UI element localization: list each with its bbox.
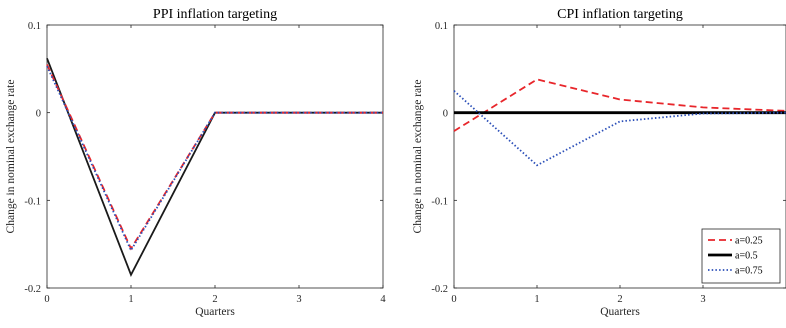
x-tick-label: 2 <box>212 294 217 305</box>
y-axis-label: Change in nominal exchange rate <box>412 80 424 234</box>
legend: a=0.25 a=0.5 a=0.75 <box>701 228 781 284</box>
y-axis-label: Change in nominal exchange rate <box>5 80 17 234</box>
y-tick-label: -0.1 <box>24 196 41 207</box>
y-tick-label: -0.2 <box>24 284 41 295</box>
chart-title: CPI inflation targeting <box>557 7 683 22</box>
x-axis-label: Quarters <box>195 306 235 318</box>
x-tick-label: 3 <box>700 294 705 305</box>
y-tick-label: 0.1 <box>28 21 41 32</box>
y-tick-label: 0 <box>36 109 41 120</box>
chart-panel-1: PPI inflation targeting 0 1 2 3 4 -0.2 -0.1 0 0.1… <box>5 7 386 318</box>
chart-panel-2: CPI inflation targeting 0 1 2 3 -0.2 -0.1 0 0.1 Q… <box>412 7 786 318</box>
y-tick-label: -0.1 <box>431 196 448 207</box>
x-tick-label: 0 <box>44 294 49 305</box>
legend-label: a=0.25 <box>735 236 763 247</box>
x-tick-label: 2 <box>617 294 622 305</box>
plot-frame <box>46 24 384 289</box>
series-line-s1 <box>46 57 383 277</box>
x-axis-label: Quarters <box>600 306 640 318</box>
chart-title: PPI inflation targeting <box>153 7 277 22</box>
y-tick-label: 0 <box>443 109 448 120</box>
series-line-a=0.25 <box>453 78 786 132</box>
x-tick-label: 3 <box>296 294 301 305</box>
x-tick-label: 0 <box>451 294 456 305</box>
x-tick-label: 1 <box>128 294 133 305</box>
series-line-s2 <box>46 64 383 251</box>
x-tick-label: 4 <box>380 294 386 305</box>
y-tick-label: 0.1 <box>435 21 448 32</box>
legend-label: a=0.75 <box>735 266 763 277</box>
legend-label: a=0.5 <box>735 251 758 262</box>
y-tick-label: -0.2 <box>431 284 448 295</box>
x-tick-label: 1 <box>534 294 539 305</box>
series-line-s3 <box>46 65 383 253</box>
series-line-a=0.75 <box>453 90 786 167</box>
